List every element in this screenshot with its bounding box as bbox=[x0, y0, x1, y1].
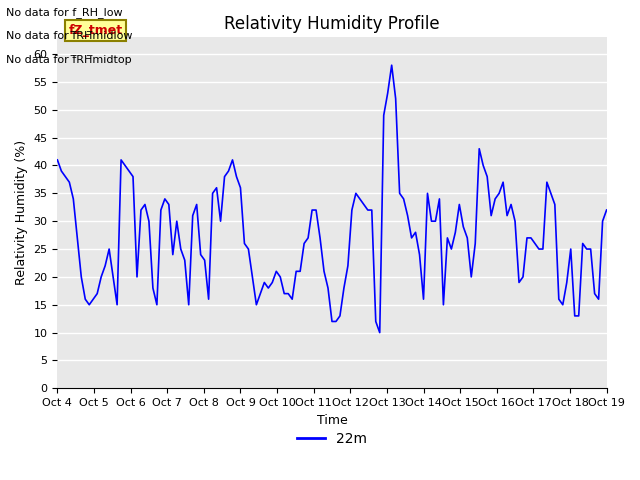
Text: fZ_tmet: fZ_tmet bbox=[68, 24, 122, 37]
Text: No data for f̅RH̅midlow: No data for f̅RH̅midlow bbox=[6, 31, 133, 41]
Text: No data for f_RH_low: No data for f_RH_low bbox=[6, 7, 123, 18]
Text: No data for f̅RH̅midtop: No data for f̅RH̅midtop bbox=[6, 55, 132, 65]
Y-axis label: Relativity Humidity (%): Relativity Humidity (%) bbox=[15, 140, 28, 286]
X-axis label: Time: Time bbox=[317, 414, 348, 427]
Title: Relativity Humidity Profile: Relativity Humidity Profile bbox=[224, 15, 440, 33]
Legend: 22m: 22m bbox=[291, 426, 372, 452]
